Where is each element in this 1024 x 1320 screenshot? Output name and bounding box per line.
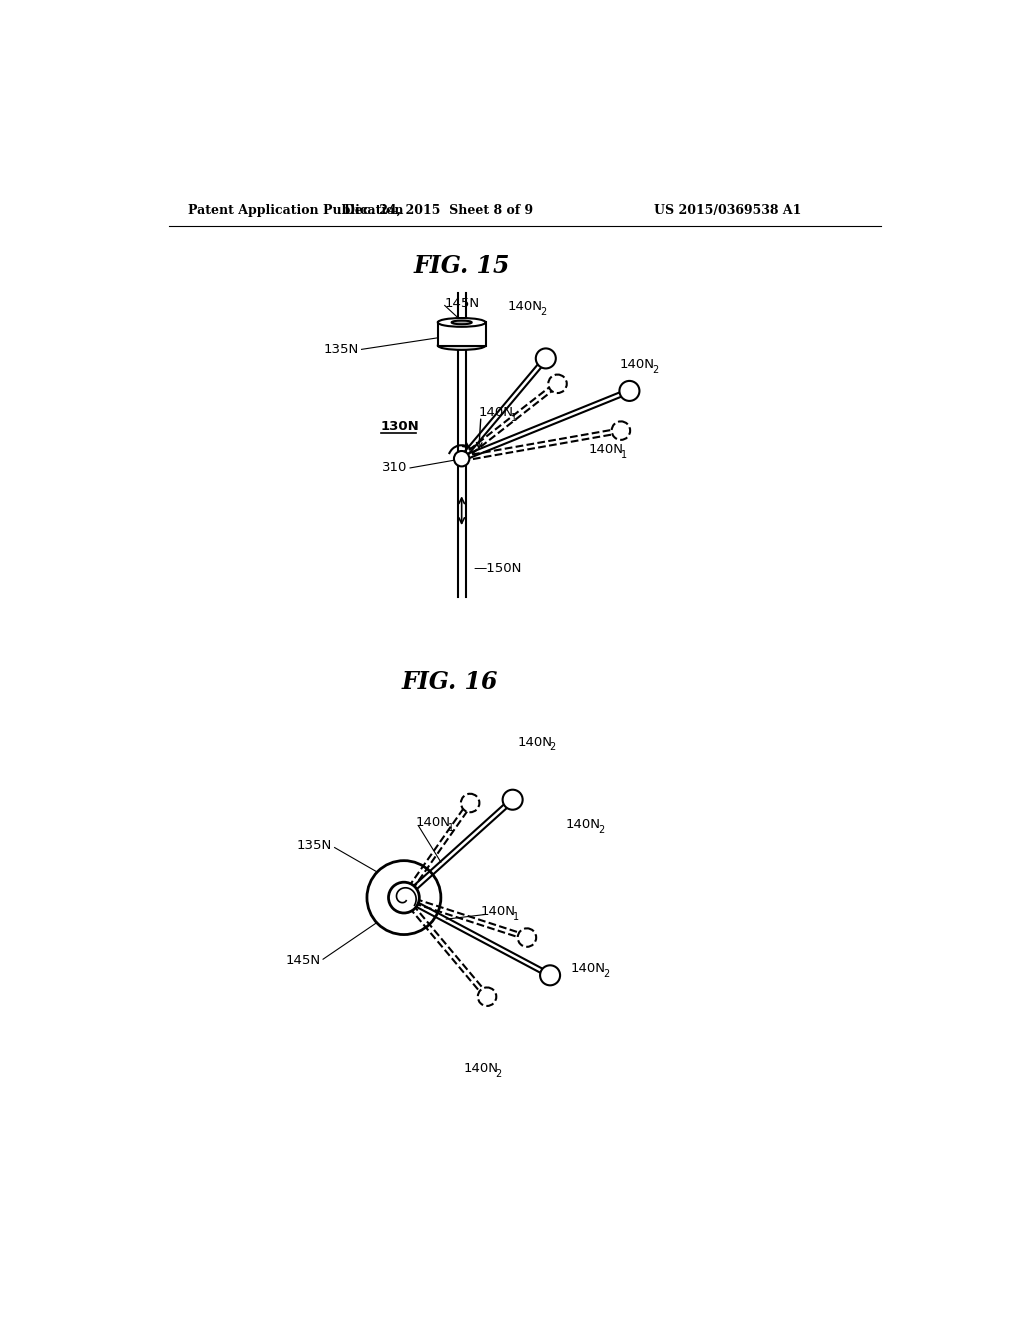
Text: 140N: 140N xyxy=(481,906,516,917)
Text: 140N: 140N xyxy=(416,816,451,829)
Text: 2: 2 xyxy=(598,825,604,834)
Text: 2: 2 xyxy=(496,1069,502,1078)
Text: 135N: 135N xyxy=(324,343,358,356)
Text: FIG. 15: FIG. 15 xyxy=(414,255,510,279)
Text: 2: 2 xyxy=(652,366,658,375)
Text: 1: 1 xyxy=(511,413,517,422)
Circle shape xyxy=(503,789,522,809)
Text: 140N: 140N xyxy=(620,358,654,371)
Text: FIG. 16: FIG. 16 xyxy=(401,671,499,694)
Bar xyxy=(438,322,485,346)
Text: 1: 1 xyxy=(447,822,454,833)
Text: 145N: 145N xyxy=(444,297,480,310)
Text: 145N: 145N xyxy=(286,954,321,968)
Circle shape xyxy=(548,375,566,393)
Text: 140N: 140N xyxy=(463,1063,499,1074)
Text: 1: 1 xyxy=(621,450,627,459)
Text: 140N: 140N xyxy=(571,962,606,975)
Text: 2: 2 xyxy=(550,742,556,752)
Circle shape xyxy=(461,793,479,812)
Circle shape xyxy=(620,381,639,401)
Circle shape xyxy=(388,882,419,913)
Circle shape xyxy=(478,987,497,1006)
Text: 2: 2 xyxy=(603,969,609,979)
Text: 140N: 140N xyxy=(589,444,624,455)
Text: 2: 2 xyxy=(541,306,547,317)
Ellipse shape xyxy=(438,318,485,327)
Text: 1: 1 xyxy=(513,912,519,921)
Text: 140N: 140N xyxy=(478,407,514,418)
Text: Dec. 24, 2015  Sheet 8 of 9: Dec. 24, 2015 Sheet 8 of 9 xyxy=(344,205,534,218)
Circle shape xyxy=(367,861,441,935)
Circle shape xyxy=(536,348,556,368)
Text: 135N: 135N xyxy=(297,838,333,851)
Text: —150N: —150N xyxy=(473,561,521,574)
Text: Patent Application Publication: Patent Application Publication xyxy=(188,205,403,218)
Text: 140N: 140N xyxy=(565,818,601,832)
Ellipse shape xyxy=(452,321,472,325)
Text: 310: 310 xyxy=(382,462,408,474)
Text: US 2015/0369538 A1: US 2015/0369538 A1 xyxy=(654,205,802,218)
Ellipse shape xyxy=(438,341,485,350)
Circle shape xyxy=(518,928,537,946)
Text: 140N: 140N xyxy=(508,300,543,313)
Text: 140N: 140N xyxy=(517,735,552,748)
Circle shape xyxy=(454,451,469,466)
Text: 130N: 130N xyxy=(381,420,420,433)
Circle shape xyxy=(611,421,630,440)
Circle shape xyxy=(540,965,560,985)
